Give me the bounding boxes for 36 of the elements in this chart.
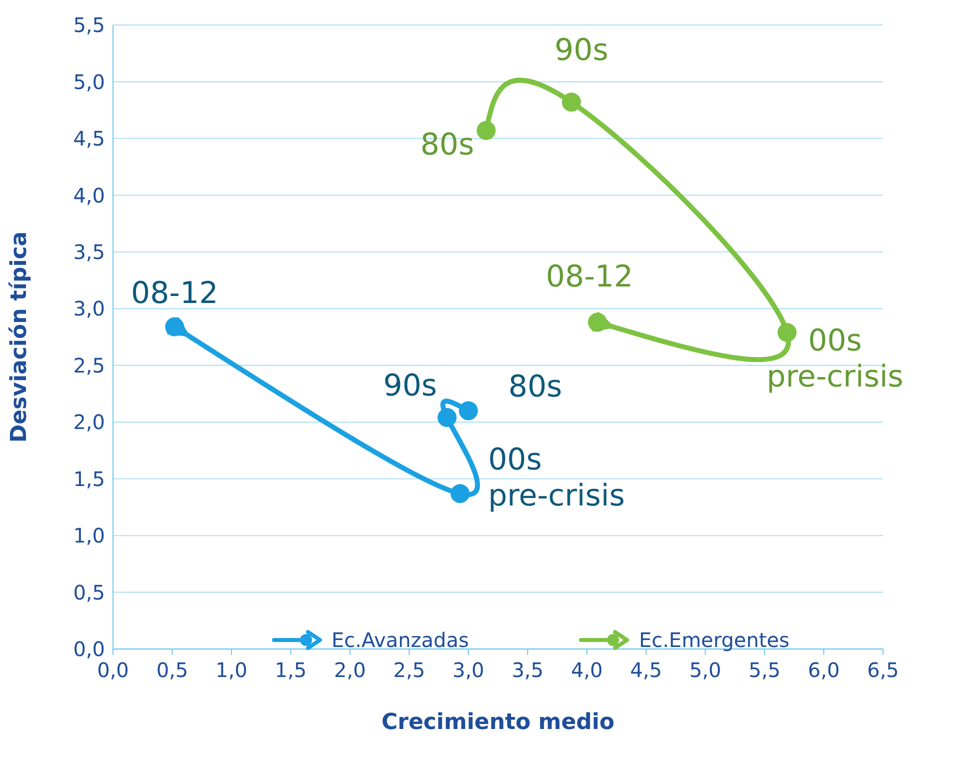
x-tick-label: 6,0: [808, 658, 840, 682]
x-tick-label: 5,0: [689, 658, 722, 682]
x-tick-label: 1,0: [216, 658, 248, 682]
annotation: 00s pre-crisis: [766, 323, 904, 394]
annotation: 80s: [508, 370, 562, 405]
y-tick-label: 5,0: [73, 70, 105, 94]
y-tick-label: 4,0: [73, 183, 105, 208]
x-axis-title: Crecimiento medio: [381, 710, 615, 735]
y-tick-label: 5,5: [73, 13, 105, 38]
annotation: 80s: [420, 128, 474, 163]
y-tick-label: 1,0: [73, 524, 105, 548]
x-tick-label: 4,5: [630, 658, 662, 682]
y-tick-label: 3,5: [73, 240, 105, 264]
annotation: 08-12: [131, 276, 218, 311]
y-tick-label: 2,5: [73, 353, 105, 378]
y-tick-label: 3,0: [73, 296, 105, 321]
y-tick-label: 0,5: [73, 580, 105, 604]
annotation: 00s pre-crisis: [488, 442, 625, 514]
x-tick-label: 0,5: [156, 658, 188, 682]
x-tick-label: 2,0: [334, 658, 366, 682]
x-tick-label: 3,5: [512, 658, 544, 682]
x-tick-label: 1,5: [274, 658, 307, 682]
annotation: 08-12: [546, 259, 634, 294]
y-tick-label: 1,5: [73, 466, 105, 491]
legend-label: Ec.Avanzadas: [330, 628, 469, 652]
x-tick-label: 4,0: [570, 658, 603, 682]
x-tick-label: 6,5: [867, 658, 899, 682]
x-tick-label: 2,5: [393, 658, 426, 682]
annotation: 90s: [554, 33, 608, 68]
y-axis-title: Desviación típica: [6, 231, 32, 443]
x-tick-label: 5,5: [748, 658, 780, 682]
y-tick-label: 4,5: [73, 126, 105, 151]
annotation: 90s: [383, 368, 438, 404]
x-tick-label: 3,0: [452, 658, 484, 682]
y-tick-label: 2,0: [73, 410, 105, 434]
legend-label: Ec.Emergentes: [638, 628, 790, 652]
